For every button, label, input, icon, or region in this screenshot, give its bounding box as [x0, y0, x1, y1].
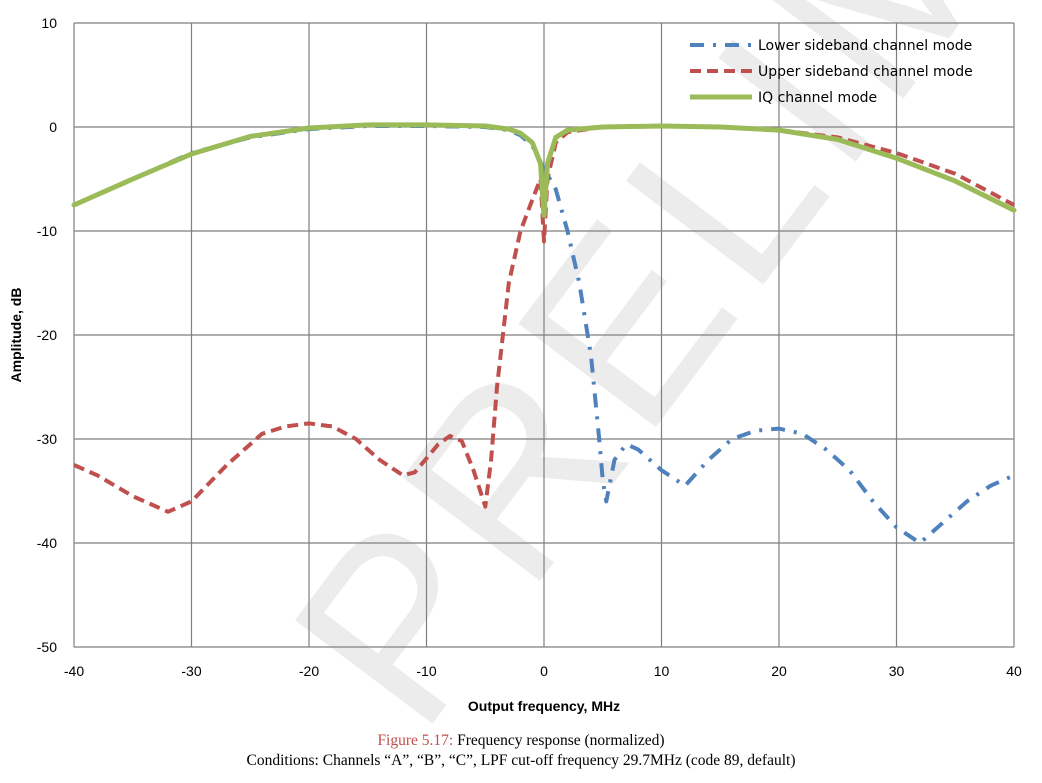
x-tick-label: 30	[889, 663, 905, 679]
x-tick-label: 40	[1006, 663, 1022, 679]
legend-label: IQ channel mode	[758, 90, 877, 106]
y-tick-label: -10	[37, 223, 57, 239]
figure-number: Figure 5.17:	[377, 732, 454, 749]
x-tick-label: -30	[181, 663, 201, 679]
x-tick-labels: -40 -30 -20 -10 0 10 20 30 40	[64, 663, 1022, 679]
y-tick-label: 10	[41, 15, 57, 31]
y-tick-label: -50	[37, 639, 57, 655]
figure-caption: Figure 5.17: Frequency response (normali…	[0, 732, 1042, 750]
series-lines	[71, 122, 1017, 545]
legend-label: Lower sideband channel mode	[758, 38, 972, 54]
x-tick-label: -40	[64, 663, 84, 679]
frequency-response-chart: PRELIMINARY -40 -30 -20 -10 0 10 20 30 40 10 0 -10…	[8, 0, 1042, 725]
series-line-iq-channel-mode	[71, 122, 1017, 218]
legend: Lower sideband channel mode Upper sideban…	[690, 38, 973, 106]
x-tick-label: 10	[654, 663, 670, 679]
x-axis-title: Output frequency, MHz	[468, 698, 620, 714]
legend-label: Upper sideband channel mode	[758, 64, 973, 80]
x-tick-label: -20	[299, 663, 319, 679]
watermark-text: PRELIMINARY	[240, 0, 1042, 725]
figure-conditions: Conditions: Channels “A”, “B”, “C”, LPF …	[246, 752, 796, 769]
y-tick-label: -20	[37, 327, 57, 343]
y-tick-label: -30	[37, 431, 57, 447]
y-axis-title: Amplitude, dB	[8, 288, 24, 383]
x-tick-label: 20	[771, 663, 787, 679]
x-tick-label: -10	[416, 663, 436, 679]
x-tick-label: 0	[540, 663, 548, 679]
y-tick-label: -40	[37, 535, 57, 551]
figure-title: Frequency response (normalized)	[457, 732, 665, 749]
y-tick-labels: 10 0 -10 -20 -30 -40 -50	[37, 15, 57, 655]
y-tick-label: 0	[49, 119, 57, 135]
series-line-upper-sideband-channel-mode	[73, 124, 1015, 514]
